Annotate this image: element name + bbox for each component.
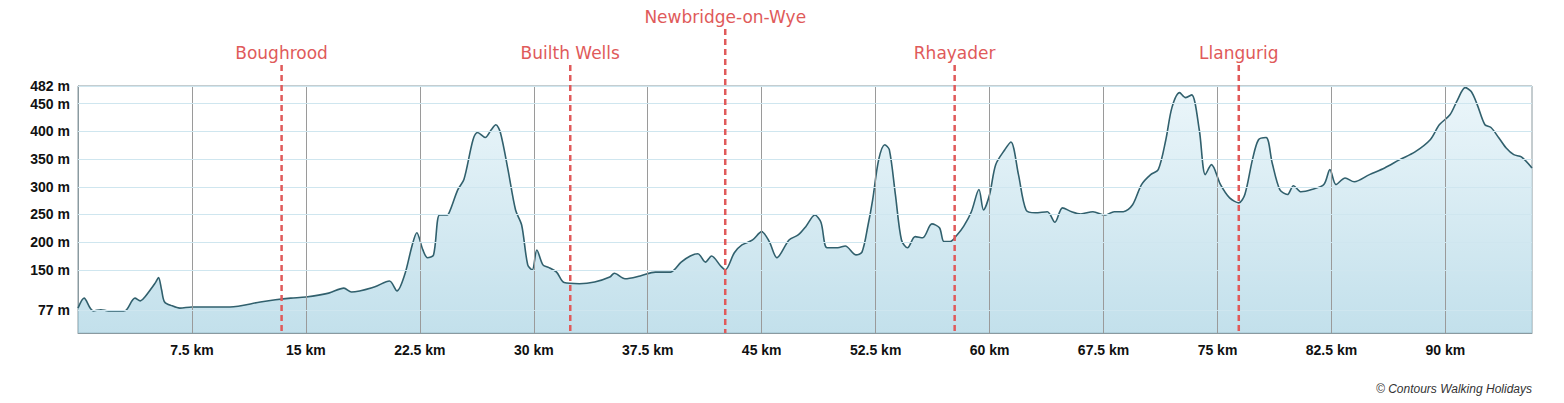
svg-text:450 m: 450 m xyxy=(30,96,70,112)
svg-text:67.5 km: 67.5 km xyxy=(1078,342,1129,358)
svg-text:Llangurig: Llangurig xyxy=(1199,43,1278,63)
svg-text:90 km: 90 km xyxy=(1426,342,1466,358)
svg-text:75 km: 75 km xyxy=(1198,342,1238,358)
svg-text:37.5 km: 37.5 km xyxy=(622,342,673,358)
svg-text:45 km: 45 km xyxy=(742,342,782,358)
svg-text:150 m: 150 m xyxy=(30,262,70,278)
svg-text:Builth Wells: Builth Wells xyxy=(521,43,620,63)
svg-text:30 km: 30 km xyxy=(514,342,554,358)
svg-text:482 m: 482 m xyxy=(30,78,70,94)
svg-text:300 m: 300 m xyxy=(30,179,70,195)
svg-text:7.5 km: 7.5 km xyxy=(170,342,214,358)
svg-text:Newbridge-on-Wye: Newbridge-on-Wye xyxy=(644,7,806,27)
svg-text:400 m: 400 m xyxy=(30,123,70,139)
svg-text:60 km: 60 km xyxy=(970,342,1010,358)
svg-text:15 km: 15 km xyxy=(286,342,326,358)
svg-text:77 m: 77 m xyxy=(38,302,70,318)
svg-text:200 m: 200 m xyxy=(30,234,70,250)
svg-text:250 m: 250 m xyxy=(30,206,70,222)
svg-text:52.5 km: 52.5 km xyxy=(850,342,901,358)
svg-text:82.5 km: 82.5 km xyxy=(1306,342,1357,358)
svg-text:Boughrood: Boughrood xyxy=(235,43,328,63)
svg-text:350 m: 350 m xyxy=(30,151,70,167)
svg-text:22.5 km: 22.5 km xyxy=(394,342,445,358)
svg-text:© Contours Walking Holidays: © Contours Walking Holidays xyxy=(1376,382,1532,396)
svg-text:Rhayader: Rhayader xyxy=(914,43,996,63)
